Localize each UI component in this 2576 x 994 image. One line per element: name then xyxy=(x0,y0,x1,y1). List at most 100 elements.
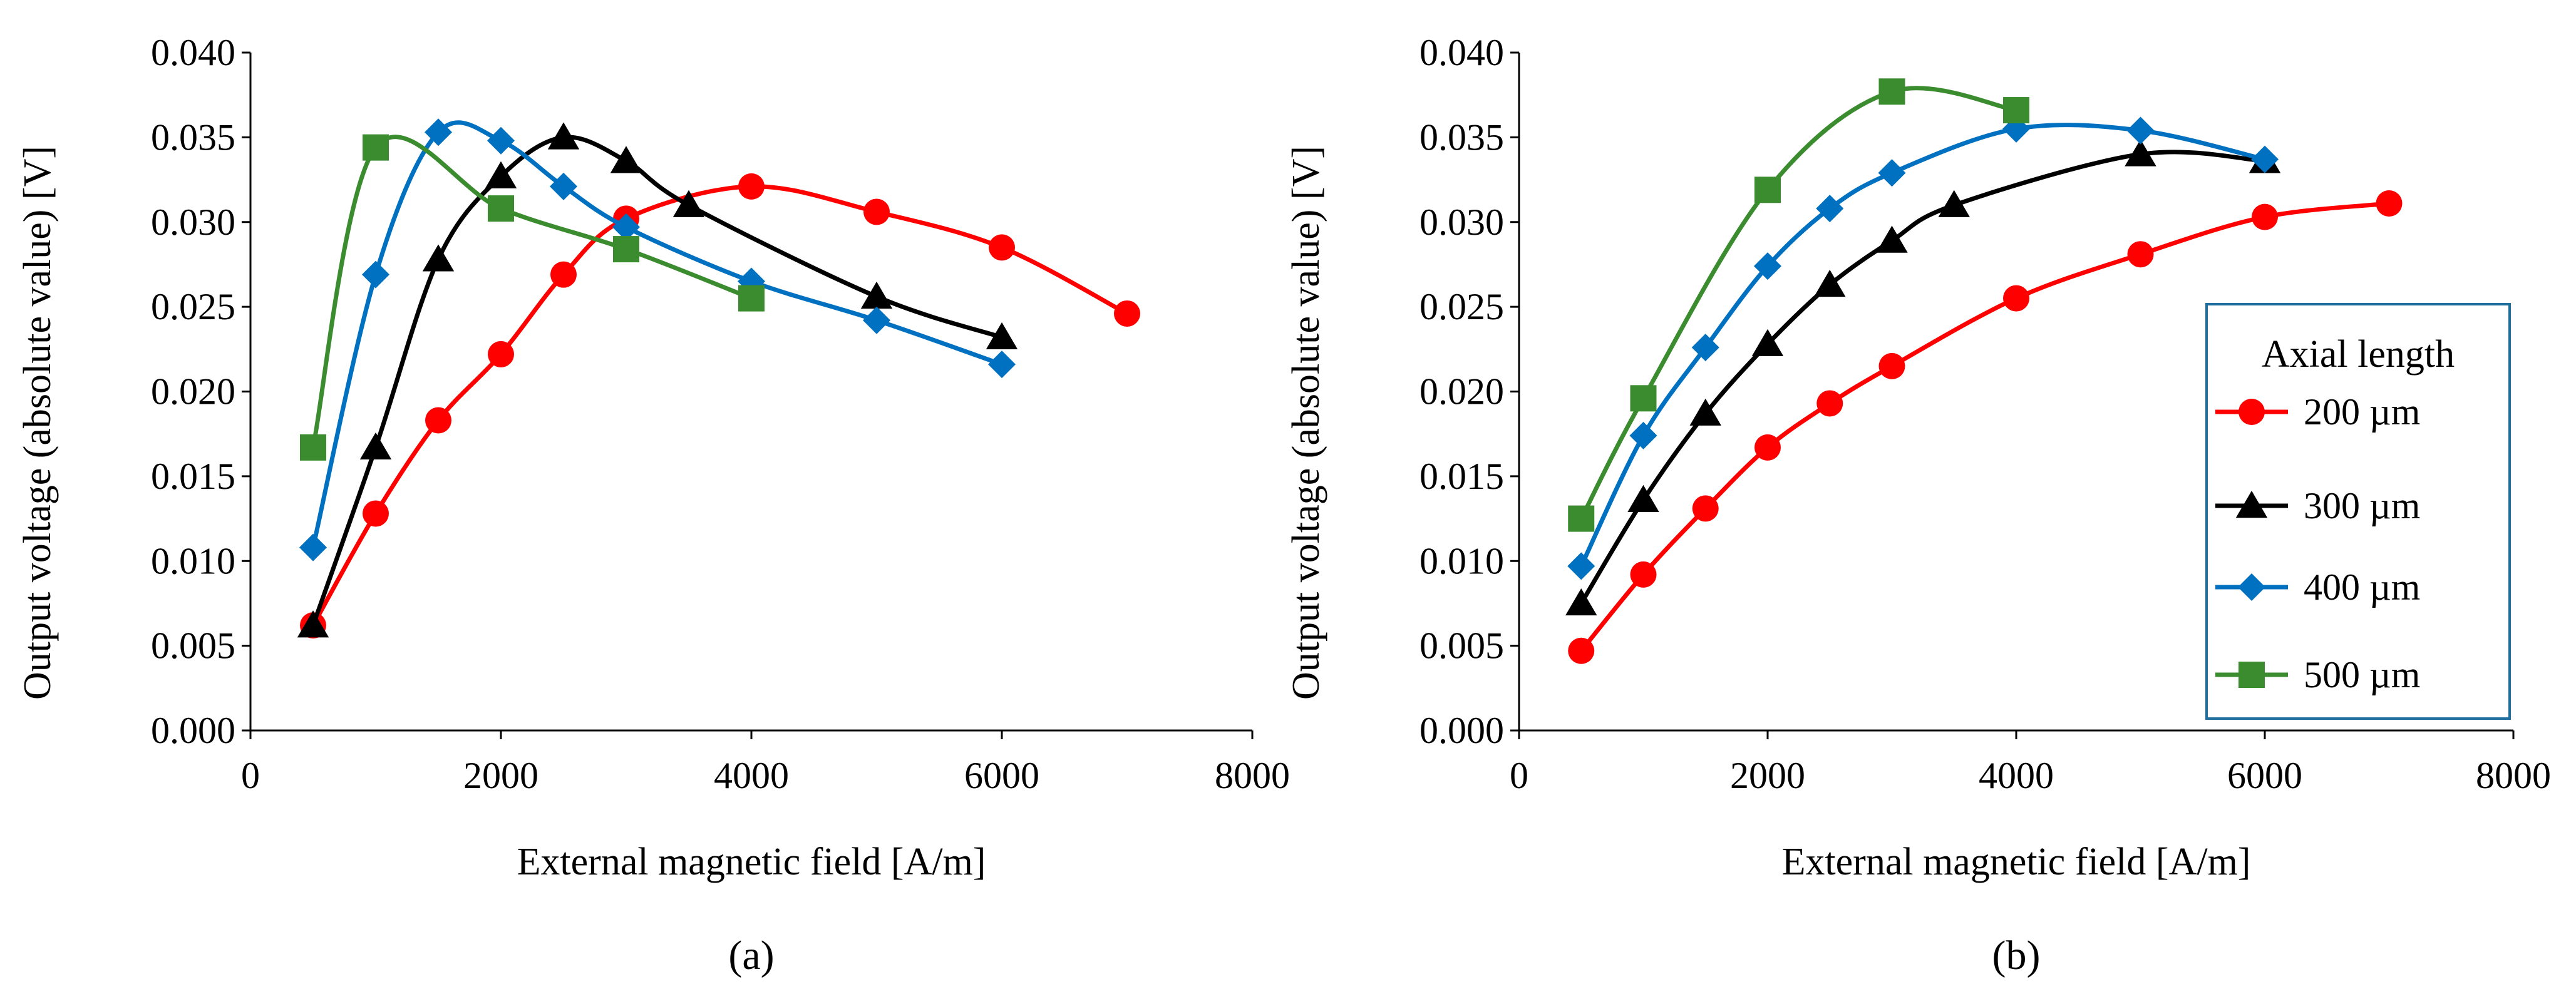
y-tick-label: 0.035 xyxy=(1419,116,1504,158)
data-point xyxy=(2125,139,2156,167)
data-point xyxy=(1876,225,1908,253)
legend-title: Axial length xyxy=(2262,333,2455,376)
data-point xyxy=(612,213,640,241)
data-point xyxy=(1754,434,1781,461)
y-tick-label: 0.015 xyxy=(151,456,235,497)
y-tick-label: 0.000 xyxy=(151,710,235,751)
data-point xyxy=(1627,484,1659,512)
data-point xyxy=(860,281,893,309)
data-point xyxy=(550,261,577,288)
data-point xyxy=(1878,159,1906,187)
chart-panel-a: 0.000 0.005 0.010 0.015 0.020 0.025 0.030 0.035… xyxy=(16,32,1290,978)
series-200um xyxy=(1568,190,2403,664)
series-line xyxy=(311,135,1004,628)
y-tick-label: 0.035 xyxy=(151,116,235,158)
y-tick-label: 0.025 xyxy=(151,286,235,327)
legend-swatch-marker xyxy=(2239,662,2265,688)
y-tick-label: 0.030 xyxy=(151,202,235,243)
legend-label: 200 µm xyxy=(2304,391,2420,433)
data-point xyxy=(738,285,765,312)
y-tick-label: 0.000 xyxy=(1419,710,1504,751)
data-point xyxy=(425,118,452,146)
x-tick-label: 8000 xyxy=(1215,755,1290,796)
data-point xyxy=(1568,505,1595,532)
legend-label: 300 µm xyxy=(2304,485,2420,526)
series-400um xyxy=(1567,115,2279,580)
legend-swatch-marker xyxy=(2238,573,2265,601)
data-point xyxy=(1754,177,1781,203)
data-point xyxy=(1878,78,1905,105)
data-point xyxy=(1751,329,1784,356)
x-tick-label: 0 xyxy=(1510,755,1528,796)
series-line xyxy=(1579,86,2019,521)
data-point xyxy=(1692,495,1719,522)
x-tick-label: 6000 xyxy=(964,755,1039,796)
data-point xyxy=(988,351,1016,379)
data-point xyxy=(610,146,642,173)
x-tick-label: 4000 xyxy=(1979,755,2054,796)
data-point xyxy=(2126,116,2155,145)
legend-item: 300 µm xyxy=(2215,485,2420,526)
data-point xyxy=(738,173,765,200)
data-point xyxy=(1814,269,1846,297)
legend-item: 400 µm xyxy=(2215,566,2420,608)
x-axis-title: External magnetic field [A/m] xyxy=(1782,841,2251,883)
data-point xyxy=(986,322,1018,350)
y-tick-label: 0.025 xyxy=(1419,286,1504,327)
data-point xyxy=(989,234,1015,261)
legend-item: 500 µm xyxy=(2215,654,2420,695)
y-tick-label: 0.010 xyxy=(151,540,235,582)
data-point xyxy=(362,260,389,289)
y-tick-label: 0.015 xyxy=(1419,456,1504,497)
legend: Axial length 200 µm 300 µm 400 µm 500 µm xyxy=(2205,303,2511,720)
data-point xyxy=(1816,390,1843,417)
data-point xyxy=(297,610,329,638)
data-point xyxy=(487,126,515,155)
series-300um xyxy=(1565,139,2281,616)
data-point xyxy=(613,236,639,263)
x-axis-title: External magnetic field [A/m] xyxy=(517,841,986,883)
data-point xyxy=(425,407,451,434)
legend-swatch-marker xyxy=(2239,399,2265,425)
y-tick-label: 0.005 xyxy=(151,625,235,667)
data-point xyxy=(363,500,389,527)
x-tick-label: 2000 xyxy=(1730,755,1805,796)
panel-label: (a) xyxy=(728,933,774,978)
data-point xyxy=(488,341,514,367)
data-point xyxy=(1691,334,1719,362)
data-point xyxy=(672,190,705,217)
data-point xyxy=(2003,285,2029,312)
data-point xyxy=(1568,637,1595,664)
data-point xyxy=(488,195,514,222)
x-tick-label: 2000 xyxy=(463,755,538,796)
data-point xyxy=(2127,241,2154,268)
data-point xyxy=(863,198,890,225)
series-line xyxy=(311,184,1130,628)
data-point xyxy=(1565,588,1597,616)
data-point xyxy=(299,533,327,561)
data-point xyxy=(1630,385,1657,412)
data-point xyxy=(1878,352,1905,379)
y-tick-label: 0.010 xyxy=(1419,540,1504,582)
data-point xyxy=(2251,145,2279,173)
series-500um xyxy=(1568,78,2029,532)
data-point xyxy=(1630,561,1657,588)
data-point xyxy=(1567,552,1595,580)
data-point xyxy=(1754,252,1781,280)
x-tick-label: 0 xyxy=(241,755,260,796)
data-point xyxy=(547,122,580,150)
y-axis-title: Output voltage (absolute value) [V] xyxy=(1285,146,1327,700)
series-line xyxy=(1579,123,2267,568)
series-500um xyxy=(300,134,765,461)
legend-swatch-marker xyxy=(2235,491,2268,518)
data-point xyxy=(1816,195,1844,223)
series-300um xyxy=(297,122,1018,638)
y-tick-label: 0.040 xyxy=(151,32,235,73)
x-tick-label: 8000 xyxy=(2476,755,2551,796)
data-point xyxy=(300,434,326,461)
data-point xyxy=(2003,97,2029,124)
data-point xyxy=(863,306,890,334)
series-line xyxy=(311,135,754,450)
y-tick-label: 0.020 xyxy=(151,371,235,412)
